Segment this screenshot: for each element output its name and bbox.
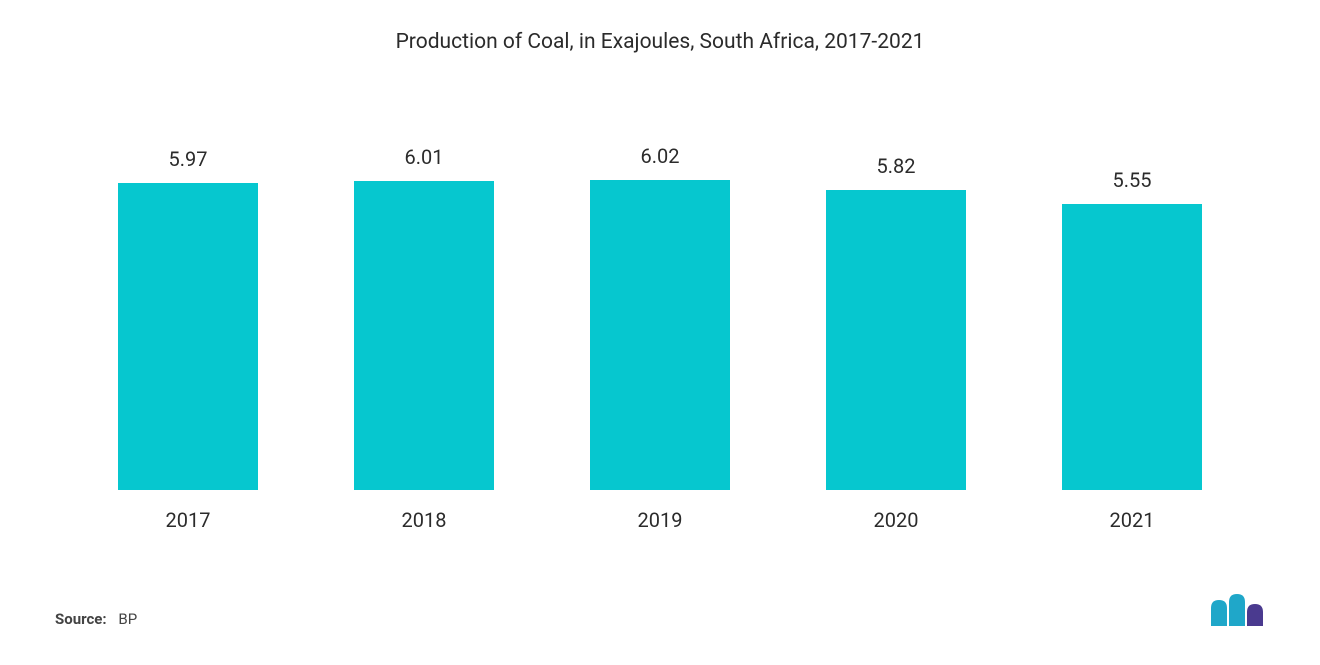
category-label: 2019: [638, 508, 683, 532]
bar-value-label: 6.02: [641, 144, 680, 168]
category-label: 2021: [1110, 508, 1155, 532]
bar-group: 5.97 2017: [70, 144, 306, 532]
bar: [1062, 204, 1202, 490]
bar: [118, 183, 258, 490]
source-label: Source:: [55, 610, 107, 628]
bar-value-label: 6.01: [405, 145, 444, 169]
category-label: 2018: [402, 508, 447, 532]
category-label: 2017: [166, 508, 211, 532]
source-value: BP: [118, 610, 137, 628]
chart-container: Production of Coal, in Exajoules, South …: [0, 0, 1320, 665]
bar-value-label: 5.82: [877, 154, 916, 178]
bar-value-label: 5.55: [1113, 168, 1152, 192]
bar-value-label: 5.97: [169, 147, 208, 171]
category-label: 2020: [874, 508, 919, 532]
source-block: Source: BP: [55, 610, 137, 628]
bar: [826, 190, 966, 490]
bar-group: 6.02 2019: [542, 144, 778, 532]
plot-area: 5.97 2017 6.01 2018 6.02 2019 5.82 2020 5.55 2021: [50, 64, 1270, 542]
bar-group: 5.55 2021: [1014, 144, 1250, 532]
bar: [354, 181, 494, 490]
brand-logo: [1209, 592, 1265, 628]
bar: [590, 180, 730, 490]
footer-row: Source: BP: [50, 592, 1270, 628]
logo-icon: [1209, 592, 1265, 628]
bar-group: 5.82 2020: [778, 144, 1014, 532]
chart-title: Production of Coal, in Exajoules, South …: [50, 30, 1270, 54]
bar-group: 6.01 2018: [306, 144, 542, 532]
